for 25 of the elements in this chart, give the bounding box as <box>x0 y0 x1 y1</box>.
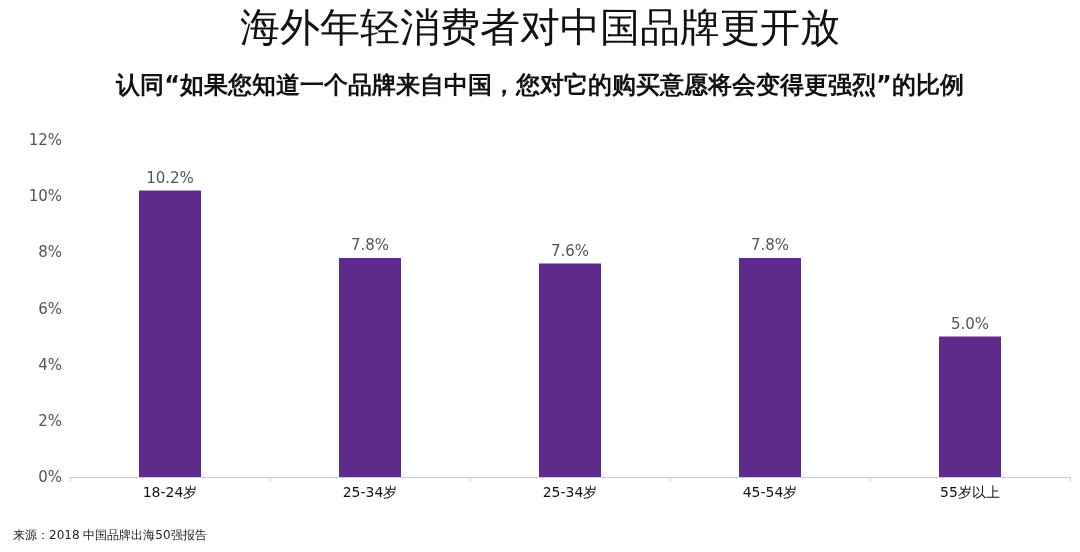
source-note: 来源：2018 中国品牌出海50强报告 <box>13 528 207 542</box>
y-tick-label: 10% <box>28 187 62 206</box>
x-tick-label: 25-34岁 <box>342 484 398 500</box>
y-tick-label: 12% <box>28 131 62 149</box>
y-tick-label: 2% <box>38 411 62 430</box>
y-tick-label: 4% <box>38 355 62 374</box>
y-tick-label: 6% <box>38 299 62 318</box>
x-tick-label: 18-24岁 <box>142 484 198 500</box>
data-label: 5.0% <box>950 315 990 334</box>
x-tick-label: 55岁以上 <box>940 484 1000 500</box>
chart-subtitle: 认同“如果您知道一个品牌来自中国，您对它的购买意愿将会变得更强烈”的比例 <box>115 71 964 99</box>
bar <box>539 263 601 477</box>
bar <box>139 190 201 477</box>
data-label: 7.8% <box>750 236 790 255</box>
data-label: 7.8% <box>350 236 390 255</box>
bar <box>739 257 801 477</box>
y-tick-label: 8% <box>38 243 62 262</box>
y-tick-label: 0% <box>38 468 62 486</box>
bar <box>339 257 401 477</box>
bar <box>939 336 1001 477</box>
data-label: 7.6% <box>550 242 590 261</box>
x-tick-label: 45-54岁 <box>742 484 798 500</box>
chart-title: 海外年轻消费者对中国品牌更开放 <box>240 4 840 50</box>
x-tick-label: 25-34岁 <box>542 484 598 500</box>
data-label: 10.2% <box>146 169 194 188</box>
